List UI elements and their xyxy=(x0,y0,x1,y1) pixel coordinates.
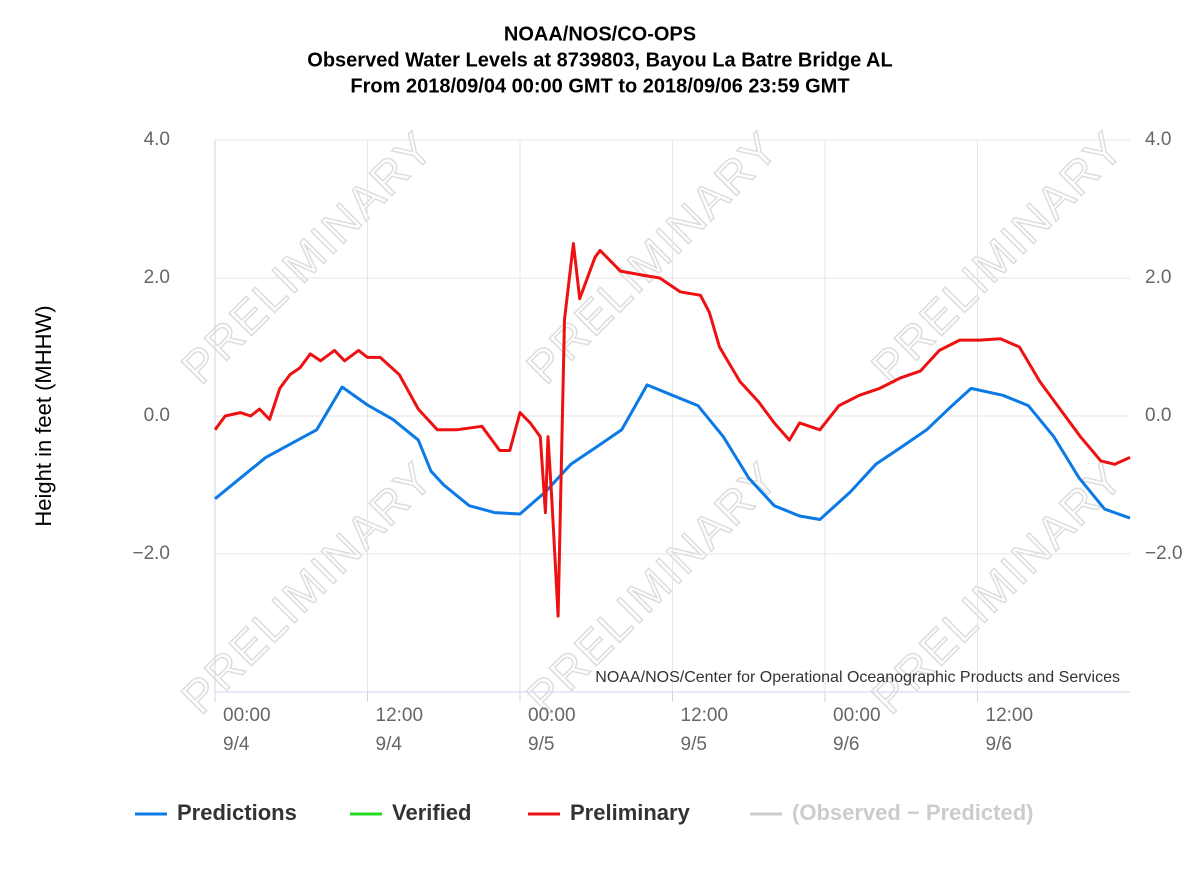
legend-label: (Observed − Predicted) xyxy=(792,800,1033,825)
x-tick-label: 00:00 9/6 xyxy=(833,705,881,755)
x-tick-label: 12:00 9/6 xyxy=(986,705,1034,755)
credit: NOAA/NOS/Center for Operational Oceanogr… xyxy=(595,669,1120,686)
x-tick-label: 12:00 9/5 xyxy=(681,705,729,755)
x-tick-label-line: 9/4 xyxy=(223,734,250,755)
y2-tick-label: 4.0 xyxy=(1145,129,1171,150)
series-line xyxy=(213,242,1131,618)
y2-tick-label: 2.0 xyxy=(1145,267,1171,288)
x-tick-label: 00:00 9/4 xyxy=(223,705,271,755)
legend-label: Verified xyxy=(392,800,471,825)
legend-label: Preliminary xyxy=(570,800,691,825)
y-tick-label: 4.0 xyxy=(144,129,170,150)
x-tick-label-line: 00:00 xyxy=(833,705,881,726)
y-tick-label: −2.0 xyxy=(132,543,170,564)
y2-tick-label: 0.0 xyxy=(1145,405,1171,426)
x-tick-label-line: 00:00 xyxy=(528,705,576,726)
x-tick-label-line: 9/6 xyxy=(986,734,1012,755)
x-tick-label: 12:00 9/4 xyxy=(376,705,424,755)
x-tick-label-line: 9/6 xyxy=(833,734,859,755)
x-tick-label-line: 00:00 xyxy=(223,705,271,726)
y-tick-label: 2.0 xyxy=(144,267,170,288)
x-tick-label-line: 9/5 xyxy=(681,734,707,755)
x-tick-label-line: 12:00 xyxy=(986,705,1034,726)
x-tick-label-line: 12:00 xyxy=(376,705,424,726)
watermark: PRELIMINARY xyxy=(861,121,1133,393)
x-tick-label-line: 9/4 xyxy=(376,734,403,755)
y-axis-label: Height in feet (MHHW) xyxy=(31,305,56,526)
x-tick-label-line: 9/5 xyxy=(528,734,554,755)
legend-label: Predictions xyxy=(177,800,297,825)
watermark: PRELIMINARY xyxy=(516,121,788,393)
chart-title: From 2018/09/04 00:00 GMT to 2018/09/06 … xyxy=(350,75,849,97)
chart-title: Observed Water Levels at 8739803, Bayou … xyxy=(307,49,892,71)
y2-tick-label: −2.0 xyxy=(1145,543,1183,564)
chart-title: NOAA/NOS/CO-OPS xyxy=(504,23,696,45)
y-tick-label: 0.0 xyxy=(144,405,170,426)
watermark: PRELIMINARY xyxy=(171,451,443,723)
series-line xyxy=(214,383,1131,521)
x-tick-label: 00:00 9/5 xyxy=(528,705,576,755)
x-tick-label-line: 12:00 xyxy=(681,705,729,726)
watermark: PRELIMINARY xyxy=(171,121,443,393)
